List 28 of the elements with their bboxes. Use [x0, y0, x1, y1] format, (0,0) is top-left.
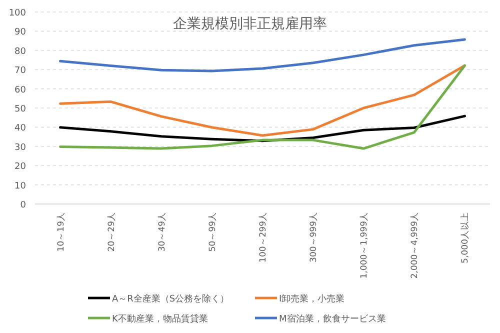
legend-label: A～R全産業（S公務を除く）	[112, 294, 230, 304]
legend-label: I卸売業，小売業	[279, 294, 345, 304]
legend-label: M宿泊業，飲食サービス業	[279, 314, 386, 324]
x-tick-label: 5,000人以上	[460, 212, 471, 264]
y-tick-label: 80	[14, 46, 26, 57]
y-tick-label: 30	[14, 142, 26, 153]
line-series	[59, 64, 466, 150]
line-series	[59, 38, 466, 72]
y-tick-label: 40	[14, 124, 26, 134]
x-tick-label: 20～29人	[106, 212, 117, 252]
y-tick-label: 20	[14, 162, 26, 172]
line-series	[59, 64, 466, 137]
x-tick-label: 1,000～1,999人	[358, 212, 370, 279]
x-tick-label: 50～99人	[206, 212, 218, 252]
y-tick-label: 90	[14, 28, 26, 38]
x-tick-label: 2,000～4,999人	[409, 212, 420, 279]
legend-label: K不動産業，物品賃貸業	[112, 314, 208, 324]
y-tick-label: 50	[14, 104, 26, 114]
y-tick-label: 0	[20, 200, 26, 210]
y-tick-label: 70	[14, 66, 26, 76]
y-tick-label: 100	[8, 8, 26, 18]
x-tick-label: 300～999人	[308, 212, 320, 262]
x-tick-label: 100～299人	[258, 212, 268, 262]
x-tick-label: 10～19人	[55, 212, 66, 252]
x-tick-label: 30～49人	[156, 212, 168, 252]
y-tick-label: 10	[14, 181, 26, 192]
y-tick-label: 60	[14, 85, 26, 96]
chart-title: 企業規模別非正規雇用率	[173, 16, 327, 32]
